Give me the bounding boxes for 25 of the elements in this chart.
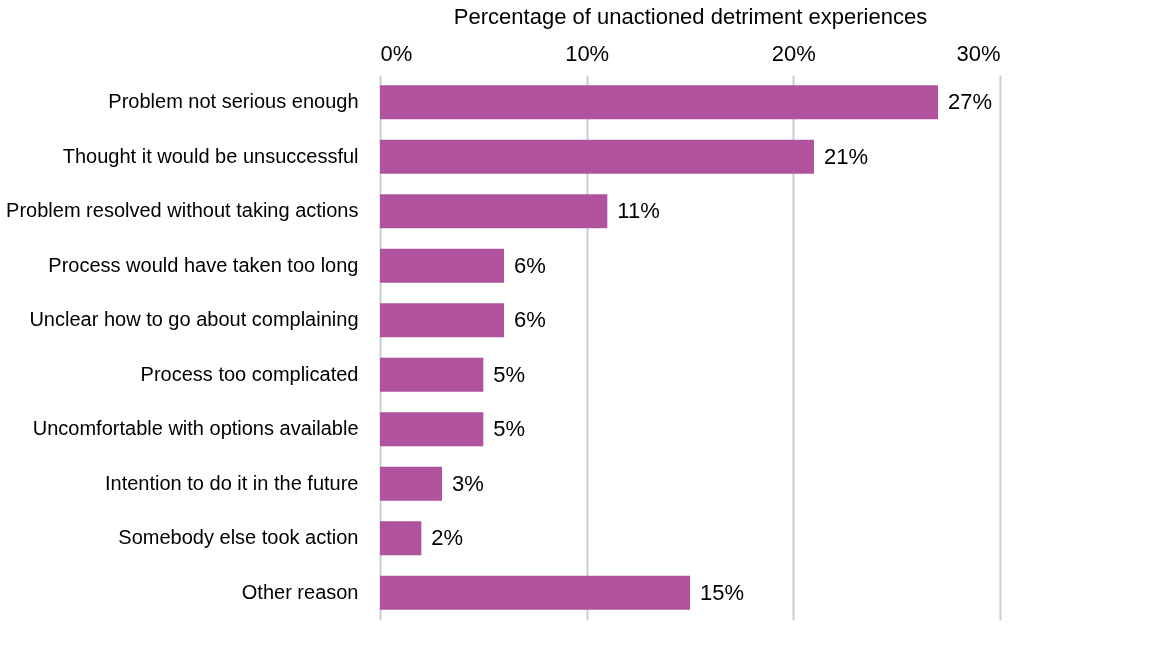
x-tick-label: 20% — [771, 40, 816, 66]
x-axis-title: Percentage of unactioned detriment experiences — [453, 3, 928, 29]
y-tick-label: Other reason — [241, 580, 359, 603]
data-label: 11% — [617, 198, 660, 224]
data-label: 2% — [431, 525, 464, 551]
x-tick-label: 0% — [380, 40, 413, 66]
y-tick-label: Thought it would be unsuccessful — [62, 144, 359, 167]
y-tick-label: Process too complicated — [140, 362, 359, 385]
x-tick-label: 10% — [565, 40, 610, 66]
y-tick-label: Unclear how to go about complaining — [29, 308, 359, 331]
data-label: 15% — [700, 579, 745, 605]
data-label: 5% — [493, 361, 526, 387]
y-tick-label: Intention to do it in the future — [104, 471, 359, 494]
y-tick-label: Problem resolved without taking actions — [6, 199, 359, 222]
data-label: 5% — [493, 416, 526, 442]
x-tick-label: 30% — [956, 40, 1001, 66]
data-label: 6% — [514, 252, 546, 278]
data-label: 27% — [948, 89, 993, 115]
y-tick-label: Process would have taken too long — [48, 253, 359, 276]
data-label: 3% — [452, 470, 484, 496]
data-label: 6% — [514, 307, 546, 333]
data-label: 21% — [824, 143, 869, 169]
y-tick-label: Problem not serious enough — [108, 90, 359, 113]
y-tick-label: Uncomfortable with options available — [32, 417, 359, 440]
y-tick-label: Somebody else took action — [118, 526, 359, 549]
